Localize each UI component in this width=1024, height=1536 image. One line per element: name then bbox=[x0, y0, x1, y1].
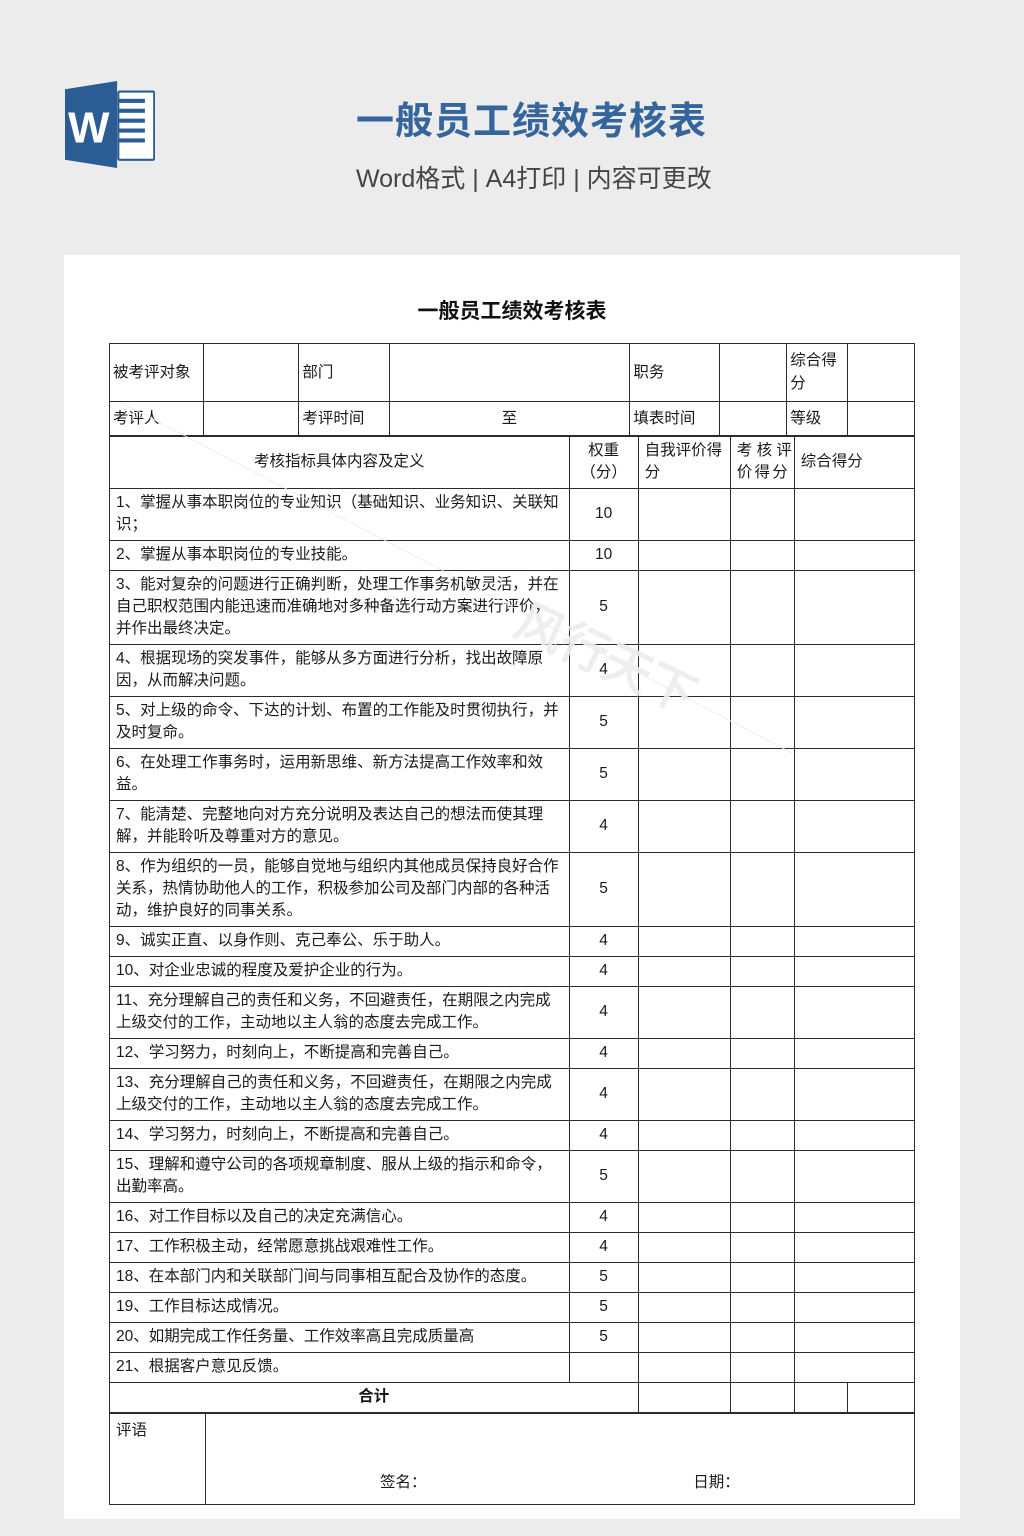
svg-text:W: W bbox=[67, 103, 109, 152]
